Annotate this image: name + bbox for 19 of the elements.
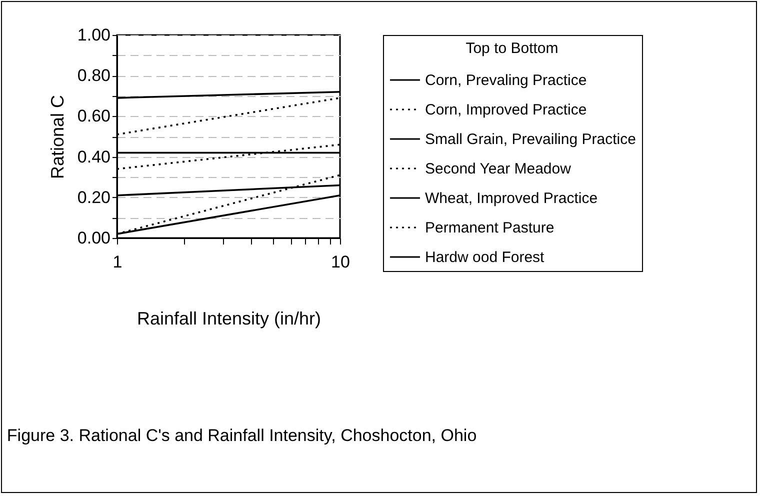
legend-label: Small Grain, Prevailing Practice (425, 131, 636, 148)
legend-label: Hardw ood Forest (425, 249, 546, 266)
x-tick-label: 10 (331, 252, 350, 272)
y-tick-label: 0.00 (77, 228, 110, 248)
y-tick-label: 0.40 (77, 147, 110, 166)
x-tick-label: 1 (112, 252, 122, 272)
y-tick-label: 1.00 (77, 26, 110, 44)
caption: Figure 3. Rational C's and Rainfall Intensity, Choshocton, Ohio (6, 426, 477, 445)
y-tick-label: 0.60 (77, 106, 110, 126)
legend-label: Wheat, Improved Practice (425, 190, 598, 207)
legend-label: Permanent Pasture (425, 220, 554, 236)
legend-title: Top to Bottom (466, 40, 558, 57)
y-tick-label: 0.80 (77, 66, 110, 86)
y-axis-title: Rational C (47, 94, 68, 180)
legend-label: Corn, Prevaling Practice (425, 72, 587, 89)
legend-label: Corn, Improved Practice (425, 102, 587, 118)
legend-label: Second Year Meadow (425, 160, 572, 178)
y-tick-label: 0.20 (77, 188, 110, 207)
x-axis-title: Rainfall Intensity (in/hr) (136, 308, 322, 328)
